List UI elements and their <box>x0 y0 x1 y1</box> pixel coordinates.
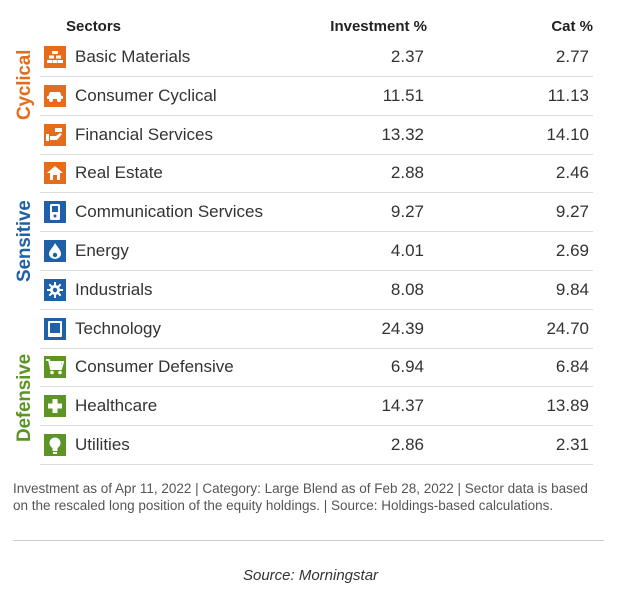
cross-icon <box>44 395 66 418</box>
table-row: Industrials 8.08 9.84 <box>40 271 593 310</box>
table-row: Utilities 2.86 2.31 <box>40 426 593 465</box>
table-row: Real Estate 2.88 2.46 <box>40 154 593 194</box>
group-label-sensitive: Sensitive <box>14 200 35 282</box>
sector-name: Financial Services <box>75 124 213 144</box>
table-row: Consumer Defensive 6.94 6.84 <box>40 348 593 388</box>
sector-name: Basic Materials <box>75 47 191 66</box>
lightbulb-icon <box>44 434 66 456</box>
header-investment: Investment % <box>330 18 427 35</box>
sector-name: Consumer Defensive <box>75 357 234 377</box>
money-hand-icon <box>44 123 66 146</box>
group-label-cyclical: Cyclical <box>14 49 35 120</box>
computer-icon <box>44 317 66 340</box>
category-value: 2.69 <box>555 241 589 260</box>
table-row: Consumer Cyclical 11.51 11.13 <box>40 77 593 116</box>
sector-name: Healthcare <box>75 396 158 416</box>
car-icon <box>44 84 66 107</box>
investment-value: 2.88 <box>390 163 424 183</box>
category-value: 6.84 <box>555 357 589 377</box>
divider <box>13 540 604 541</box>
sector-name: Real Estate <box>75 163 163 183</box>
sector-name: Utilities <box>75 435 130 454</box>
category-value: 11.13 <box>547 85 589 105</box>
bricks-icon <box>44 46 66 68</box>
category-value: 14.10 <box>546 124 589 144</box>
category-value: 9.84 <box>555 279 589 299</box>
category-value: 13.89 <box>546 396 589 416</box>
table-row: Basic Materials 2.37 2.77 <box>40 38 593 77</box>
sector-name: Industrials <box>75 279 153 299</box>
sector-name: Consumer Cyclical <box>75 85 217 105</box>
header-category: Cat % <box>551 18 593 35</box>
group-label-defensive: Defensive <box>14 354 35 442</box>
sector-name: Technology <box>75 318 162 338</box>
gear-icon <box>44 278 66 301</box>
phone-icon <box>44 201 66 224</box>
source-caption: Source: Morningstar <box>242 567 379 584</box>
investment-value: 2.86 <box>390 435 424 454</box>
investment-value: 2.37 <box>390 47 424 66</box>
sector-name: Communication Services <box>75 202 264 222</box>
investment-value: 14.37 <box>381 396 424 416</box>
footnote: Investment as of Apr 11, 2022 | Category… <box>13 481 588 513</box>
sector-name: Energy <box>75 241 129 260</box>
table-row: Energy 4.01 2.69 <box>40 232 593 271</box>
header-sectors: Sectors <box>66 18 122 35</box>
investment-value: 11.51 <box>382 85 424 105</box>
table-row: Healthcare 14.37 13.89 <box>40 387 593 427</box>
flame-icon <box>44 240 66 262</box>
house-icon <box>44 162 66 185</box>
category-value: 2.31 <box>555 435 589 454</box>
category-value: 9.27 <box>555 202 589 222</box>
investment-value: 24.39 <box>381 318 424 338</box>
category-value: 2.77 <box>555 47 589 66</box>
table-row: Financial Services 13.32 14.10 <box>40 116 593 155</box>
table-row: Communication Services 9.27 9.27 <box>40 193 593 233</box>
investment-value: 9.27 <box>390 202 424 222</box>
table-row: Technology 24.39 24.70 <box>40 310 593 349</box>
category-value: 24.70 <box>546 318 589 338</box>
investment-value: 4.01 <box>390 241 424 260</box>
investment-value: 13.32 <box>381 124 424 144</box>
investment-value: 6.94 <box>390 357 424 377</box>
investment-value: 8.08 <box>390 279 424 299</box>
cart-icon <box>44 356 66 379</box>
category-value: 2.46 <box>555 163 589 183</box>
